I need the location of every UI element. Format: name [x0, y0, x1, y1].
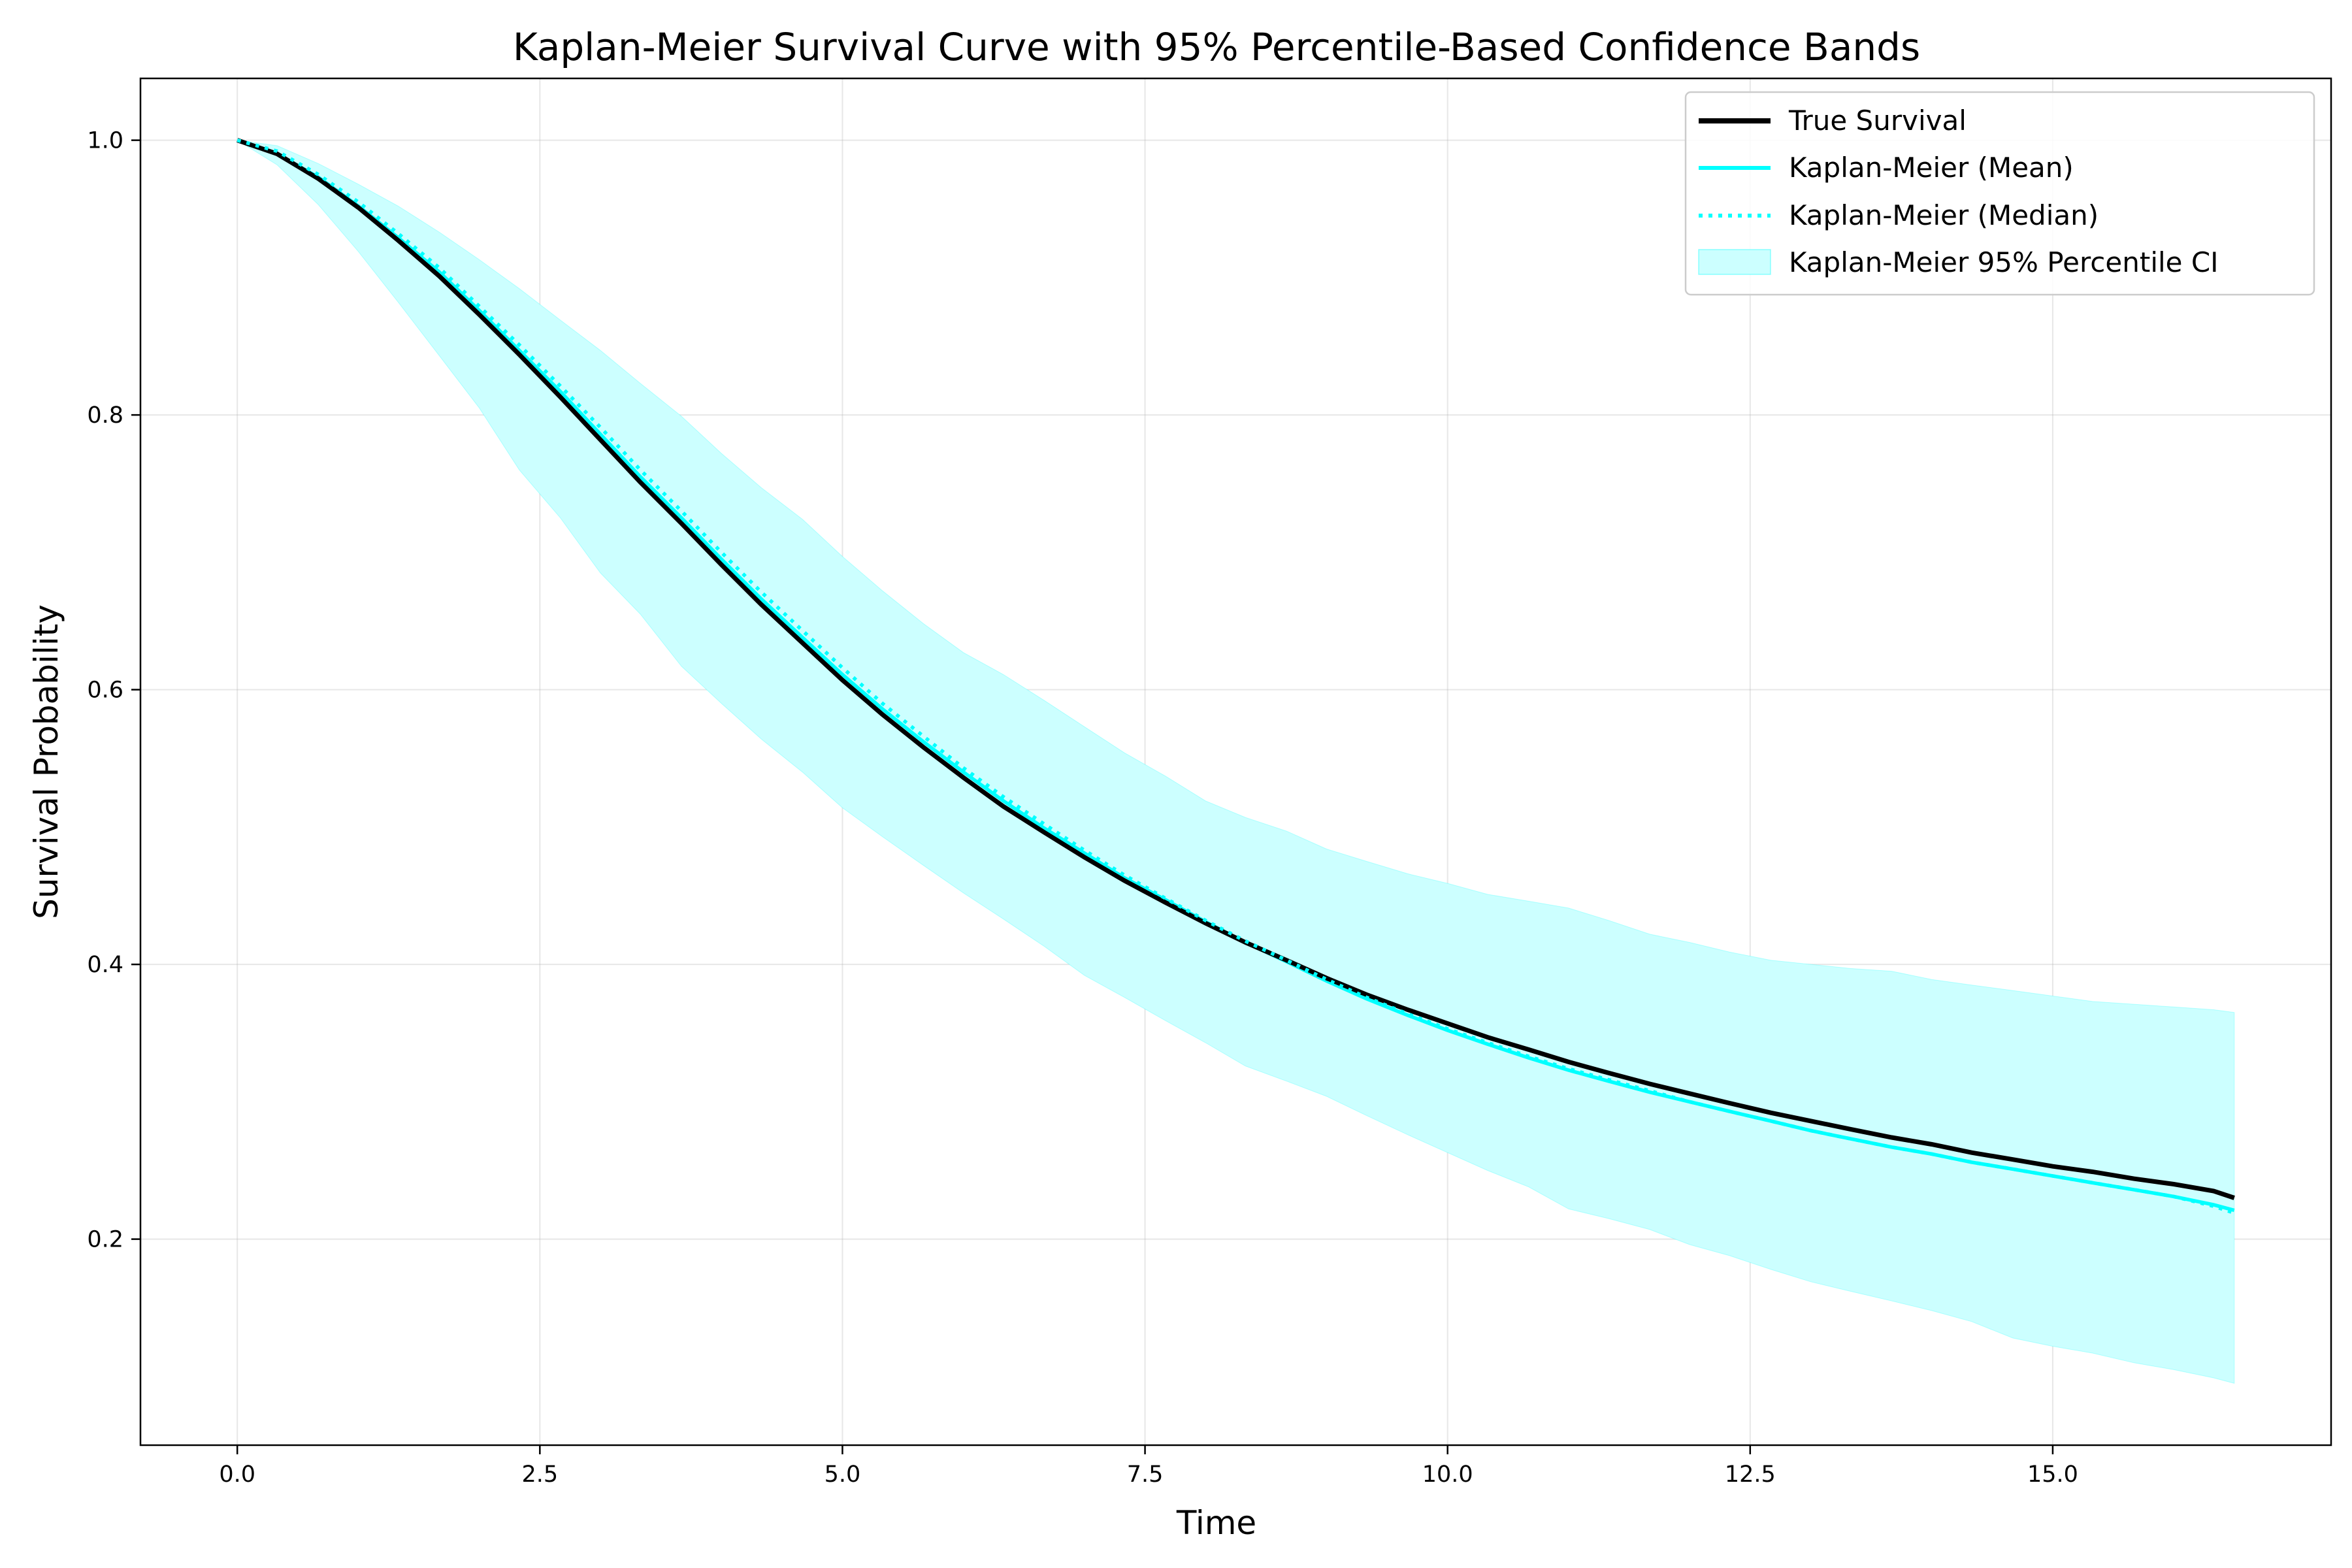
legend-label-ci: Kaplan-Meier 95% Percentile CI — [1789, 246, 2219, 278]
y-tick-label: 0.4 — [87, 952, 123, 978]
legend-swatch-ci — [1698, 249, 1771, 275]
axis-ticks: 0.0 2.5 5.0 7.5 10.0 12.5 15.0 0.2 0.4 0.6 0.8 1.0 — [87, 128, 2078, 1488]
x-tick-label: 5.0 — [825, 1462, 861, 1488]
x-axis-label: Time — [1176, 1504, 1256, 1542]
chart-title: Kaplan-Meier Survival Curve with 95% Per… — [513, 25, 1920, 69]
plot-frame — [139, 77, 2332, 1446]
legend-label-km-median: Kaplan-Meier (Median) — [1789, 199, 2099, 231]
km-confidence-band — [237, 140, 2235, 1384]
km-median-line — [237, 138, 2235, 1215]
x-tick-label: 12.5 — [1725, 1462, 1776, 1488]
x-tick-label: 10.0 — [1422, 1462, 1473, 1488]
x-tick-label: 2.5 — [521, 1462, 558, 1488]
y-tick-label: 1.0 — [87, 128, 123, 154]
legend-label-km-mean: Kaplan-Meier (Mean) — [1789, 152, 2074, 184]
x-tick-label: 15.0 — [2027, 1462, 2078, 1488]
legend: True Survival Kaplan-Meier (Mean) Kaplan… — [1684, 91, 2315, 296]
legend-box — [1684, 91, 2315, 296]
y-tick-label: 0.6 — [87, 678, 123, 704]
y-tick-label: 0.8 — [87, 402, 123, 429]
legend-label-true: True Survival — [1788, 105, 1967, 137]
y-axis-label: Survival Probability — [27, 604, 65, 919]
y-tick-label: 0.2 — [87, 1227, 123, 1253]
x-tick-label: 7.5 — [1127, 1462, 1164, 1488]
x-tick-label: 0.0 — [219, 1462, 255, 1488]
